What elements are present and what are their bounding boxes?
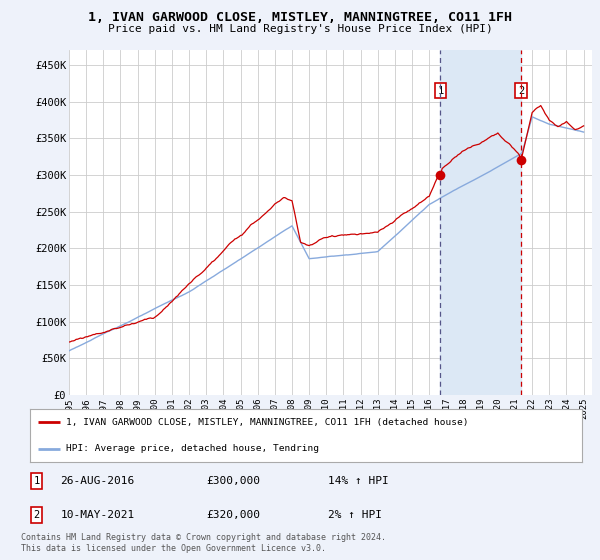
Text: £320,000: £320,000 <box>206 510 260 520</box>
Text: 2% ↑ HPI: 2% ↑ HPI <box>328 510 382 520</box>
Text: HPI: Average price, detached house, Tendring: HPI: Average price, detached house, Tend… <box>66 444 319 453</box>
Text: 1, IVAN GARWOOD CLOSE, MISTLEY, MANNINGTREE, CO11 1FH (detached house): 1, IVAN GARWOOD CLOSE, MISTLEY, MANNINGT… <box>66 418 469 427</box>
Text: Price paid vs. HM Land Registry's House Price Index (HPI): Price paid vs. HM Land Registry's House … <box>107 24 493 34</box>
Text: Contains HM Land Registry data © Crown copyright and database right 2024.
This d: Contains HM Land Registry data © Crown c… <box>21 533 386 553</box>
Text: 10-MAY-2021: 10-MAY-2021 <box>61 510 134 520</box>
Text: 14% ↑ HPI: 14% ↑ HPI <box>328 476 389 486</box>
Text: 26-AUG-2016: 26-AUG-2016 <box>61 476 134 486</box>
Text: 2: 2 <box>34 510 40 520</box>
Text: 1: 1 <box>34 476 40 486</box>
Text: 1: 1 <box>437 86 443 96</box>
Text: 2: 2 <box>518 86 524 96</box>
Text: 1, IVAN GARWOOD CLOSE, MISTLEY, MANNINGTREE, CO11 1FH: 1, IVAN GARWOOD CLOSE, MISTLEY, MANNINGT… <box>88 11 512 24</box>
Text: £300,000: £300,000 <box>206 476 260 486</box>
Bar <box>440 50 521 395</box>
